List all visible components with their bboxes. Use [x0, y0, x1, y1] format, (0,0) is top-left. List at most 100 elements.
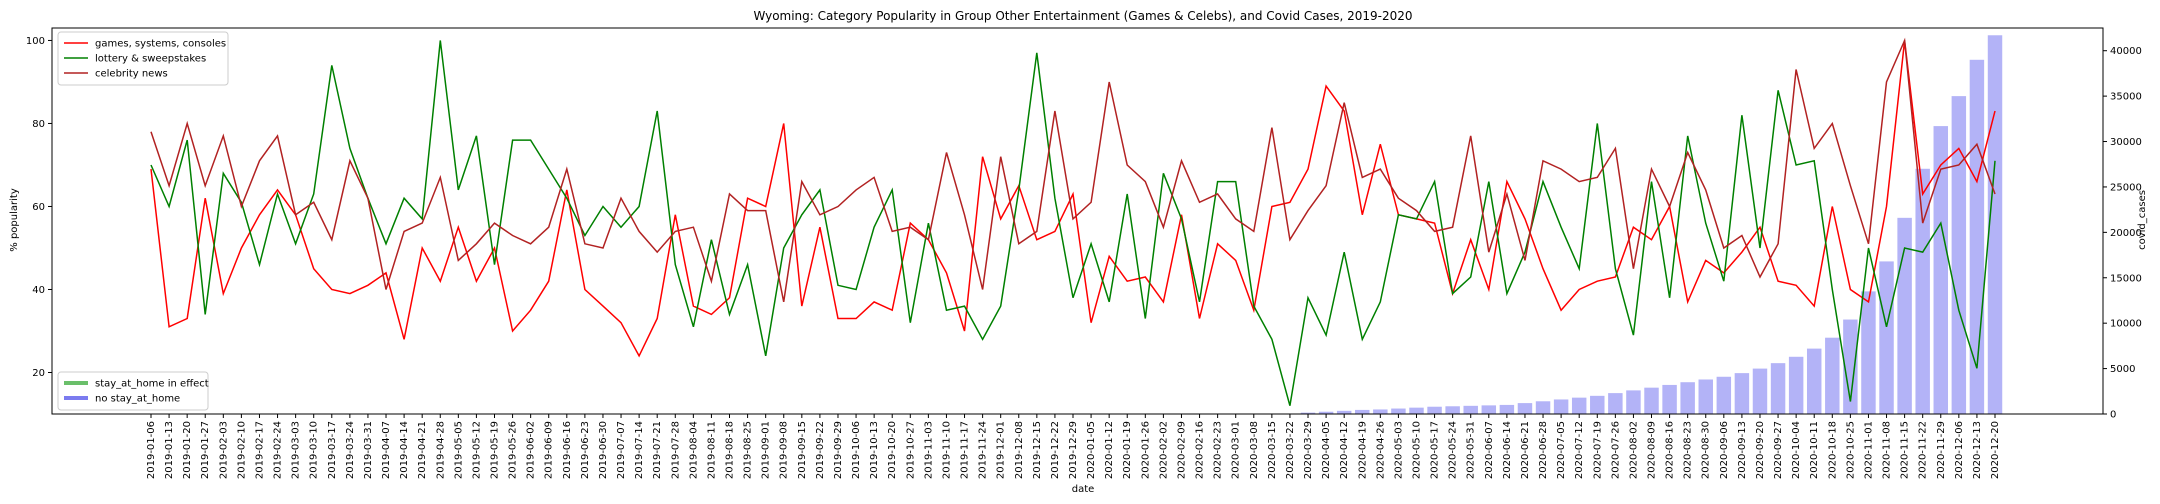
x-tick-label: 2019-03-10: [309, 421, 320, 479]
covid-cases-bar: [1861, 291, 1876, 414]
x-tick-label: 2020-12-20: [1990, 421, 2001, 479]
covid-cases-bar: [1716, 376, 1732, 414]
x-tick-label: 2019-07-14: [634, 421, 645, 479]
x-tick-label: 2020-07-12: [1574, 421, 1585, 479]
covid-cases-bar: [1553, 399, 1569, 414]
x-tick-label: 2019-08-11: [706, 421, 717, 479]
covid-cases-bar: [1499, 404, 1515, 414]
x-tick-label: 2020-08-09: [1647, 421, 1658, 479]
legend-series-box: [57, 31, 229, 86]
x-tick-label: 2019-03-24: [345, 421, 356, 479]
x-tick-label: 2020-10-11: [1809, 421, 1820, 479]
y-tick-label: 60: [32, 202, 45, 213]
x-tick-label: 2020-09-20: [1755, 421, 1766, 479]
covid-cases-bar: [1571, 397, 1587, 414]
chart-title: Wyoming: Category Popularity in Group Ot…: [753, 9, 1412, 23]
covid-cases-bar: [1843, 319, 1858, 414]
series-line-celebrity-news: [150, 37, 1996, 303]
covid-cases-bar: [1770, 363, 1786, 414]
x-axis-label: date: [1072, 484, 1095, 495]
x-tick-label: 2020-10-25: [1845, 421, 1856, 479]
x-tick-label: 2020-06-07: [1484, 421, 1495, 479]
x-tick-label: 2020-09-13: [1737, 421, 1748, 479]
legend-series: games, systems, consoles lottery & sweeps…: [57, 31, 229, 86]
x-tick-label: 2020-08-23: [1683, 421, 1694, 479]
covid-cases-bar: [1806, 348, 1822, 414]
covid-cases-bar: [1427, 406, 1442, 414]
covid-cases-bar: [1879, 261, 1894, 414]
x-tick-label: 2020-06-28: [1538, 421, 1549, 479]
x-tick-label: 2019-12-22: [1050, 421, 1061, 479]
covid-cases-bar: [1300, 412, 1316, 414]
x-tick-label: 2020-03-15: [1267, 421, 1278, 479]
y-tick-label: 100: [26, 36, 45, 47]
x-tick-label: 2019-05-05: [453, 421, 464, 479]
x-tick-label: 2019-01-27: [200, 421, 211, 479]
x-tick-label: 2019-03-03: [291, 421, 302, 479]
x-tick-label: 2019-11-10: [941, 421, 952, 479]
y2-axis-label: covid_cases: [2137, 190, 2148, 250]
x-tick-label: 2020-04-19: [1357, 421, 1368, 479]
x-tick-label: 2020-05-24: [1448, 421, 1459, 479]
covid-cases-bar: [1445, 406, 1460, 414]
x-tick-label: 2020-02-16: [1195, 421, 1206, 479]
covid-cases-bar: [1336, 410, 1352, 414]
x-tick-label: 2019-09-29: [833, 421, 844, 479]
x-tick-label: 2019-10-13: [869, 421, 880, 479]
covid-cases-bar: [1318, 411, 1334, 414]
y2-tick-label: 0: [2110, 410, 2116, 421]
y2-tick-label: 40000: [2110, 46, 2142, 57]
y2-tick-label: 15000: [2110, 273, 2142, 284]
legend-series-label: celebrity news: [95, 69, 168, 80]
x-tick-label: 2020-07-05: [1556, 421, 1567, 479]
x-tick-label: 2020-04-26: [1375, 421, 1386, 479]
x-tick-label: 2020-01-26: [1140, 421, 1151, 479]
x-tick-label: 2019-10-20: [887, 421, 898, 479]
x-tick-label: 2020-10-04: [1791, 421, 1802, 479]
x-tick-label: 2019-07-21: [652, 421, 663, 479]
x-tick-label: 2019-08-04: [688, 421, 699, 479]
x-tick-label: 2020-03-29: [1303, 421, 1314, 479]
x-tick-label: 2019-09-08: [779, 421, 790, 479]
x-tick-label: 2020-08-30: [1701, 421, 1712, 479]
y2-tick-label: 25000: [2110, 182, 2142, 193]
series-line-lottery-sweepstakes: [150, 40, 1996, 406]
x-tick-label: 2019-05-12: [471, 421, 482, 479]
x-tick-label: 2020-08-02: [1628, 421, 1639, 479]
x-tick-label: 2020-01-05: [1086, 421, 1097, 479]
covid-cases-bar: [1825, 337, 1840, 414]
x-tick-label: 2020-03-08: [1249, 421, 1260, 479]
x-tick-label: 2020-09-27: [1773, 421, 1784, 479]
x-tick-label: 2019-02-03: [218, 421, 229, 479]
y-tick-label: 40: [32, 285, 45, 296]
x-tick-label: 2020-06-21: [1520, 421, 1531, 479]
covid-cases-bars: [1282, 35, 2003, 415]
x-tick-label: 2019-11-24: [978, 421, 989, 479]
legend-stay-at-home-label: stay_at_home in effect: [95, 379, 209, 390]
covid-cases-bar: [1481, 405, 1497, 414]
x-tick-label: 2019-02-24: [273, 421, 284, 479]
x-tick-label: 2020-11-22: [1918, 421, 1929, 479]
covid-cases-bar: [1644, 387, 1659, 414]
x-tick-label: 2020-03-22: [1285, 421, 1296, 479]
x-tick-label: 2019-12-15: [1032, 421, 1043, 479]
covid-cases-bar: [1391, 408, 1406, 414]
x-tick-label: 2019-05-19: [489, 421, 500, 479]
x-tick-label: 2019-10-27: [905, 421, 916, 479]
legend-stay-at-home: stay_at_home in effect no stay_at_home: [57, 371, 209, 411]
legend-series-label: lottery & sweepstakes: [95, 54, 206, 65]
x-tick-label: 2020-08-16: [1665, 421, 1676, 479]
legend-stay-at-home-box: [57, 371, 209, 411]
x-tick-label: 2020-11-15: [1900, 421, 1911, 479]
x-tick-label: 2019-04-28: [435, 421, 446, 479]
covid-cases-bar: [1662, 384, 1677, 414]
x-tick-label: 2020-09-06: [1719, 421, 1730, 479]
plot-frame: [51, 27, 2104, 415]
x-tick-label: 2019-12-08: [1014, 421, 1025, 479]
x-tick-label: 2019-04-14: [399, 421, 410, 479]
y-tick-label: 20: [32, 368, 45, 379]
x-tick-label: 2019-11-17: [960, 421, 971, 479]
covid-cases-bar: [1698, 379, 1713, 414]
x-tick-label: 2020-12-13: [1972, 421, 1983, 479]
y-ticks: 20 40 60 80 100: [26, 36, 52, 379]
